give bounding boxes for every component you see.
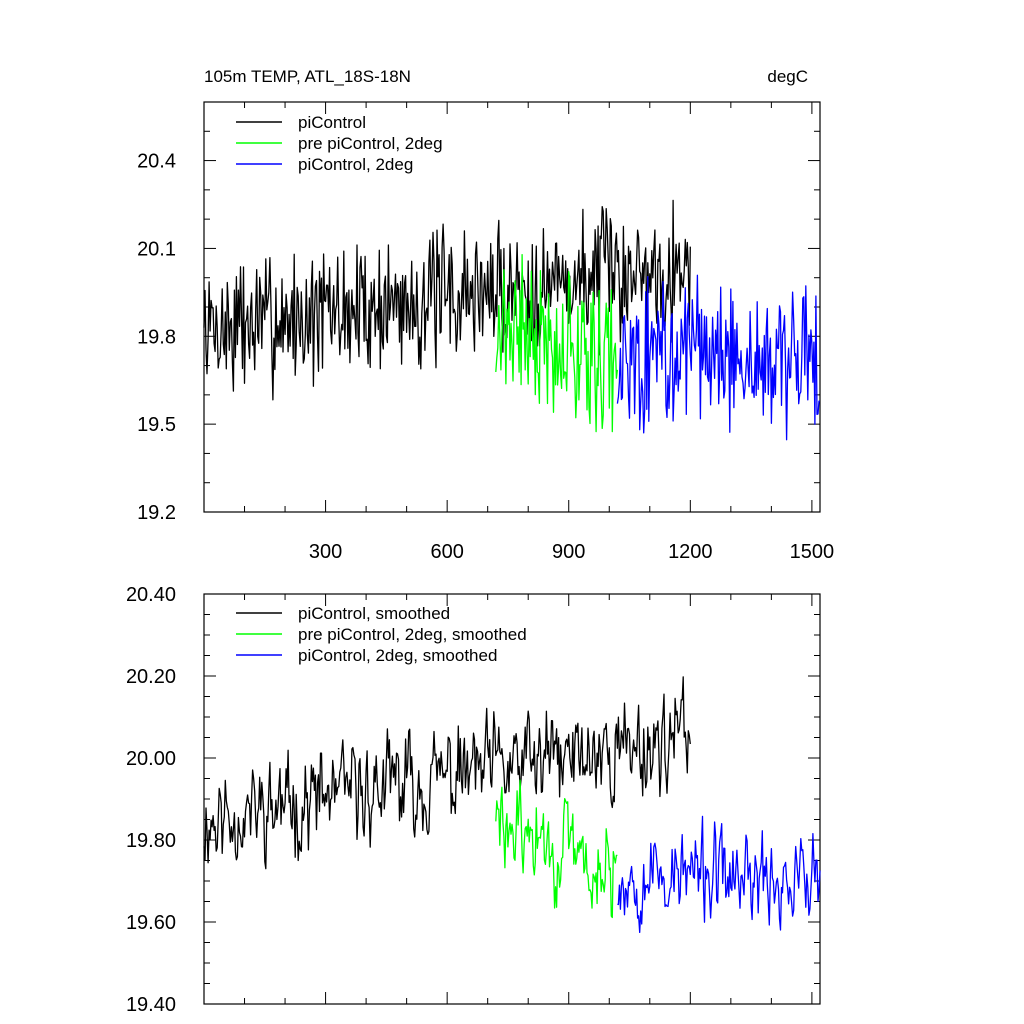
y-tick-label: 19.5	[137, 414, 176, 436]
bottom-panel-legend: piControl, smoothed pre piControl, 2deg, …	[236, 604, 527, 665]
series-line	[495, 253, 619, 433]
series-line	[495, 779, 618, 919]
legend-label: pre piControl, 2deg, smoothed	[298, 625, 527, 644]
legend-label: piControl	[298, 113, 366, 132]
y-tick-label: 20.20	[126, 666, 176, 688]
y-tick-label: 20.40	[126, 584, 176, 606]
legend-label: piControl, 2deg	[298, 155, 413, 174]
top-panel-units: degC	[767, 67, 808, 86]
series-line	[616, 274, 820, 441]
x-tick-label: 1200	[668, 541, 713, 563]
top-panel-ticks: 300 600 900 1200 1500 19.2 19.5 19.8 20.1 20.4	[137, 102, 834, 563]
series-line	[203, 199, 691, 401]
top-panel: 105m TEMP, ATL_18S-18N degC 300 600 900 120…	[137, 67, 834, 563]
y-tick-label: 20.4	[137, 151, 176, 173]
top-panel-series	[203, 199, 820, 441]
x-tick-label: 600	[430, 541, 463, 563]
x-tick-label: 900	[552, 541, 585, 563]
legend-label: piControl, 2deg, smoothed	[298, 646, 497, 665]
top-panel-legend: piControl pre piControl, 2deg piControl, 2…	[236, 113, 443, 174]
y-tick-label: 19.40	[126, 994, 176, 1016]
y-tick-label: 19.60	[126, 912, 176, 934]
x-tick-label: 300	[309, 541, 342, 563]
series-line	[203, 676, 691, 870]
legend-label: pre piControl, 2deg	[298, 134, 443, 153]
bottom-panel: 19.40 19.60 19.80 20.00 20.20 20.40 piControl…	[126, 584, 821, 1016]
y-tick-label: 19.8	[137, 326, 176, 348]
bottom-panel-ticks: 19.40 19.60 19.80 20.00 20.20 20.40	[126, 584, 820, 1016]
legend-label: piControl, smoothed	[298, 604, 450, 623]
y-tick-label: 19.80	[126, 830, 176, 852]
series-line	[617, 815, 821, 934]
top-panel-title: 105m TEMP, ATL_18S-18N	[204, 67, 411, 86]
y-tick-label: 19.2	[137, 502, 176, 524]
y-tick-label: 20.1	[137, 238, 176, 260]
bottom-panel-series	[203, 676, 821, 934]
x-tick-label: 1500	[790, 541, 835, 563]
y-tick-label: 20.00	[126, 748, 176, 770]
